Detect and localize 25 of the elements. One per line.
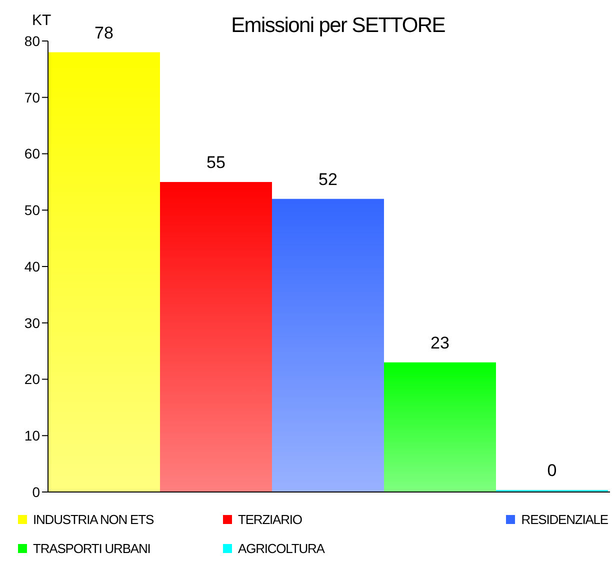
y-tick-label: 70 [24, 89, 40, 106]
legend-label: RESIDENZIALE [521, 512, 608, 527]
y-tick-label: 30 [24, 314, 40, 331]
legend-label: INDUSTRIA NON ETS [33, 512, 154, 527]
y-axis-title: KT [32, 12, 52, 29]
data-label: 52 [318, 170, 338, 189]
chart-title: Emissioni per SETTORE [230, 14, 446, 38]
bar [272, 198, 384, 492]
y-tick-label: 20 [24, 371, 40, 388]
legend-label: AGRICOLTURA [238, 541, 324, 556]
y-tick-label: 0 [32, 484, 40, 500]
data-label: 78 [94, 23, 114, 42]
bar [48, 52, 160, 492]
y-tick-label: 10 [24, 428, 40, 444]
bar [160, 182, 272, 492]
legend-label: TRASPORTI URBANI [33, 541, 150, 556]
y-tick-label: 50 [24, 202, 40, 218]
y-tick-label: 60 [24, 146, 40, 162]
data-label: 23 [430, 333, 450, 352]
data-label: 55 [206, 152, 226, 172]
y-tick-label: 40 [24, 258, 40, 274]
data-label: 0 [547, 461, 557, 480]
y-tick-label: 80 [24, 32, 40, 49]
bar [384, 362, 496, 492]
legend-label: TERZIARIO [238, 512, 302, 527]
